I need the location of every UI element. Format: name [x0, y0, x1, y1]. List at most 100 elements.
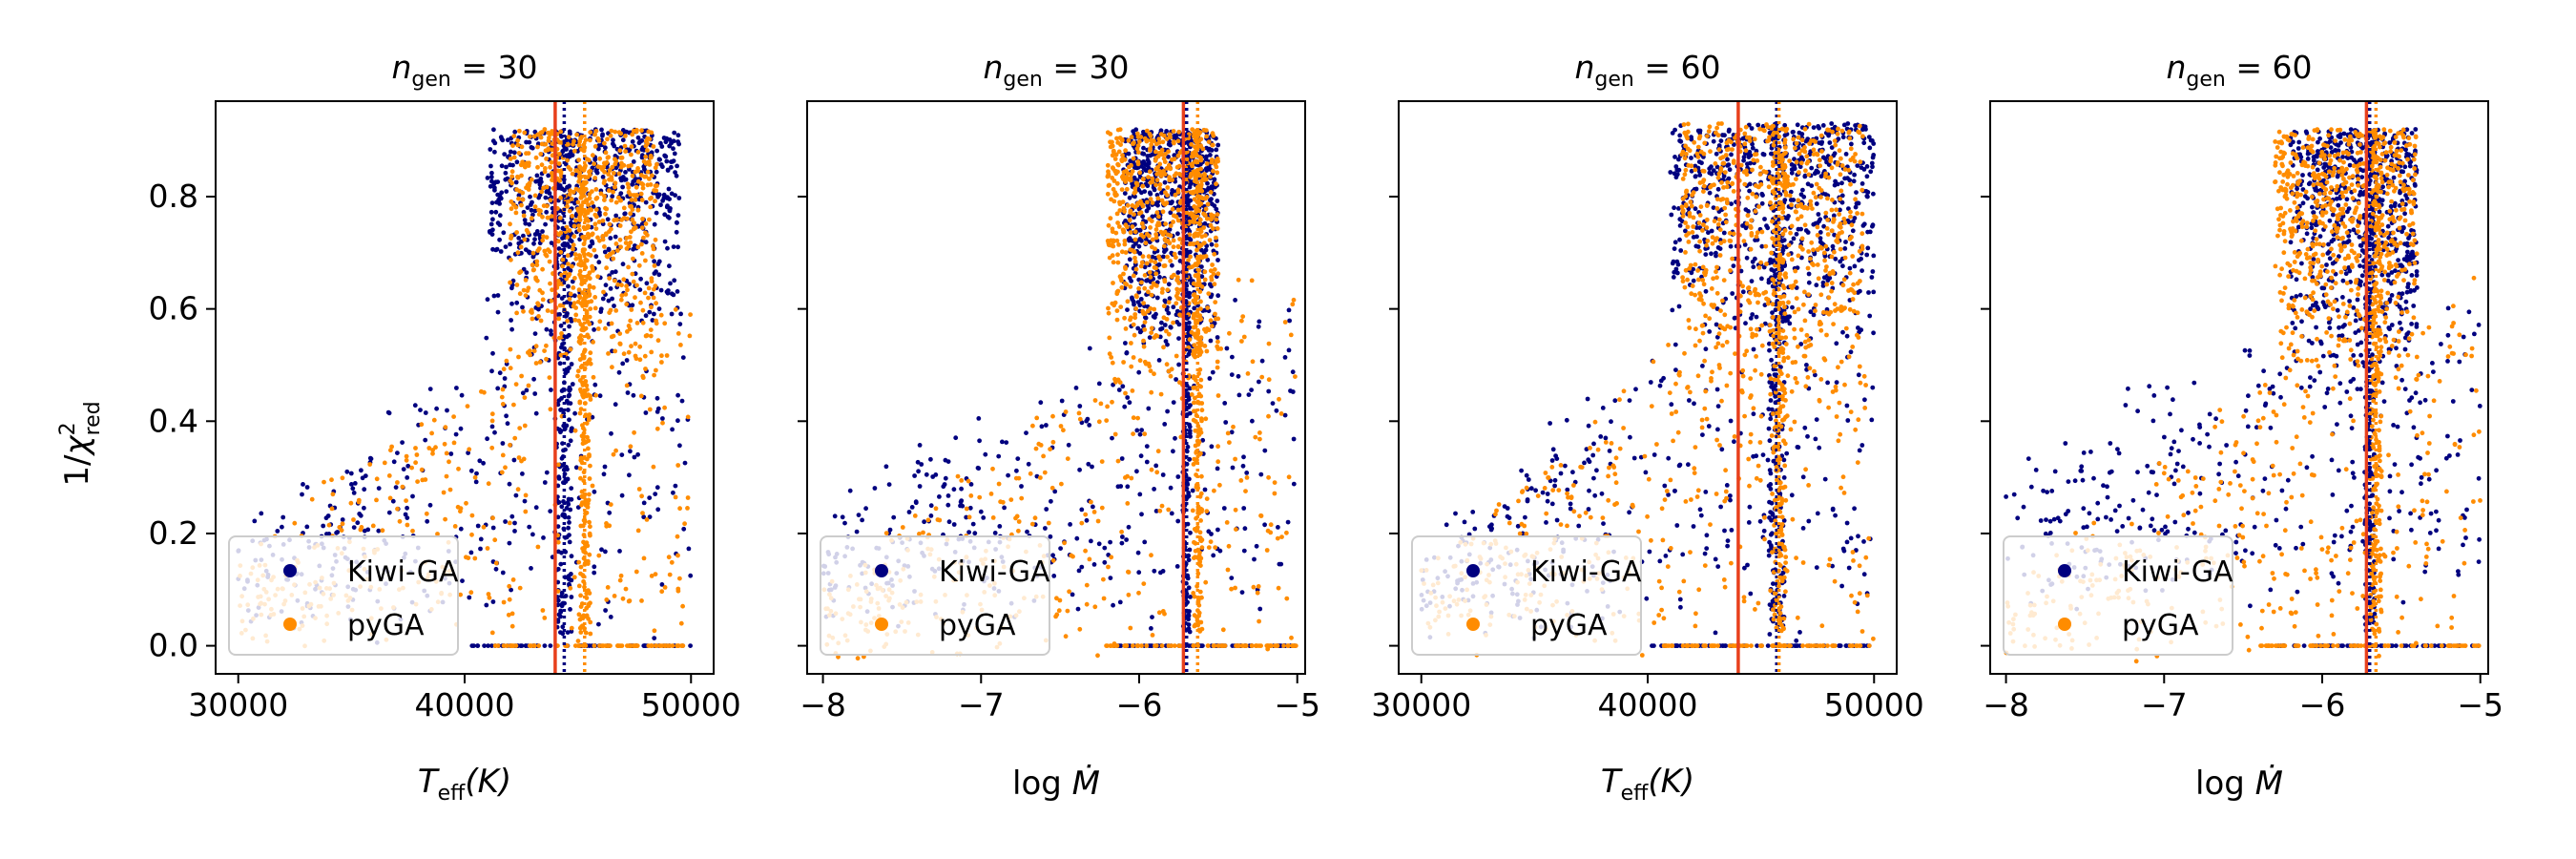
panel-2-kiwiga-point [1187, 424, 1193, 430]
panel-1-kiwiga-point [654, 169, 659, 175]
panel-1-kiwiga-point [326, 532, 332, 536]
panel-1-pyga-point [558, 129, 564, 135]
panel-1-pyga-point [641, 158, 647, 164]
panel-2-pyga-point [1158, 229, 1164, 235]
panel-2-pyga-point [1143, 241, 1149, 246]
panel-1-pyga-point [517, 291, 523, 297]
panel-2-kiwiga-point [1166, 282, 1172, 287]
panel-1-kiwiga-point [602, 464, 608, 470]
panel-1-pyga-point [569, 625, 574, 631]
panel-2-pyga-point [1042, 470, 1048, 475]
panel-1-pyga-point [654, 321, 659, 326]
panel-1-pyga-point [593, 187, 599, 192]
panel-2-pyga-point [1147, 169, 1153, 175]
panel-1-pyga-point [516, 354, 521, 360]
panel-1-pyga-point [557, 303, 563, 308]
panel-2-pyga-point [1131, 322, 1136, 327]
panel-1-kiwiga-point [523, 220, 529, 226]
panel-1-pyga-point [588, 463, 592, 469]
panel-2-pyga-point [1117, 136, 1123, 140]
panel-2-kiwiga-point [959, 498, 965, 503]
panel-1-pyga-point [587, 531, 592, 536]
panel-2-pyga-point [1116, 242, 1121, 247]
panel-2-pyga-point [1140, 308, 1146, 314]
panel-1-kiwiga-point [647, 514, 653, 519]
panel-2-pyga-point [1215, 157, 1220, 161]
panel-1-kiwiga-point [541, 535, 546, 540]
panel-1-pyga-point [675, 534, 680, 539]
panel-1-kiwiga-point [490, 599, 496, 604]
panel-1-kiwiga-point [362, 487, 367, 492]
panel-1-pyga-point [386, 473, 392, 478]
panel-1-kiwiga-point [566, 496, 571, 502]
panel-2-pyga-point [1165, 254, 1170, 260]
panel-1-kiwiga-point [522, 218, 528, 222]
panel-1-kiwiga-point [524, 270, 530, 275]
panel-2-pyga-point [977, 494, 983, 500]
panel-2-pyga-point [1124, 282, 1130, 287]
panel-1-pyga-point [631, 256, 635, 262]
panel-2-pyga-point [1198, 619, 1204, 625]
panel-1-pyga-point [578, 630, 584, 635]
panel-2-pyga-point [1110, 253, 1115, 259]
panel-2-kiwiga-point [1084, 418, 1090, 424]
panel-1-kiwiga-point [350, 486, 356, 492]
panel-1-pyga-point [604, 265, 609, 271]
panel-2-pyga-point [1046, 520, 1051, 526]
panel-1-pyga-point [647, 407, 653, 412]
panel-1-pyga-point [630, 271, 635, 277]
panel-1-kiwiga-point [495, 309, 501, 315]
panel-1-pyga-point [528, 134, 532, 139]
panel-1-pyga-point [520, 159, 525, 165]
panel-1-pyga-point [548, 407, 553, 412]
panel-1-pyga-point [572, 317, 578, 323]
panel-1-kiwiga-point [603, 549, 608, 555]
panel-1-pyga-point [539, 141, 545, 147]
panel-2-pyga-point [1131, 431, 1135, 436]
panel-2-pyga-point [912, 513, 918, 518]
panel-2-pyga-point [1132, 204, 1138, 210]
panel-1-pyga-point [587, 476, 592, 481]
panel-1-pyga-point [603, 150, 609, 156]
panel-2-pyga-point [1198, 450, 1203, 456]
panel-1-kiwiga-point [647, 309, 653, 315]
panel-1-kiwiga-point [550, 217, 554, 222]
panel-1-pyga-point [592, 221, 598, 227]
panel-1-pyga-point [654, 301, 658, 306]
panel-2-kiwiga-point [1209, 184, 1215, 190]
panel-1-pyga-point [388, 448, 393, 453]
panel-2-pyga-point [1161, 263, 1167, 268]
panel-1-pyga-point [464, 555, 468, 560]
panel-1-pyga-point [640, 375, 646, 381]
panel-1-kiwiga-point [643, 199, 649, 205]
panel-2-pyga-point [1177, 296, 1182, 302]
panel-2-kiwiga-point [1159, 320, 1164, 325]
panel-1-pyga-point [625, 287, 630, 293]
panel-1-kiwiga-point [491, 181, 497, 187]
panel-1-pyga-point [442, 441, 447, 447]
panel-2-pyga-point [1202, 172, 1207, 177]
panel-1-pyga-point [622, 143, 628, 149]
panel-2-kiwiga-point [1110, 435, 1114, 441]
panel-1-pyga-point [621, 205, 627, 211]
panel-1-pyga-point [472, 555, 478, 561]
panel-1-pyga-point [660, 420, 665, 426]
panel-2-pyga-point [1224, 520, 1230, 525]
panel-2-kiwiga-point [1138, 453, 1144, 459]
panel-1-pyga-point [595, 274, 600, 280]
panel-1-kiwiga-point [521, 233, 526, 239]
panel-1-pyga-point [649, 279, 654, 284]
panel-2-pyga-point [1099, 505, 1105, 511]
panel-1-pyga-point [571, 141, 575, 147]
panel-1-kiwiga-point [530, 145, 535, 151]
panel-2-kiwiga-point [1169, 511, 1174, 516]
panel-1-pyga-point [652, 628, 657, 634]
panel-1-pyga-point [677, 506, 682, 512]
panel-1-pyga-point [523, 164, 528, 170]
panel-2-pyga-point [1227, 440, 1232, 445]
panel-2-pyga-point [1162, 201, 1168, 207]
panel-2-kiwiga-point [847, 488, 853, 493]
panel-2-kiwiga-point [917, 484, 923, 489]
panel-2-pyga-point [1154, 210, 1160, 216]
panel-2-pyga-point [1121, 169, 1127, 175]
